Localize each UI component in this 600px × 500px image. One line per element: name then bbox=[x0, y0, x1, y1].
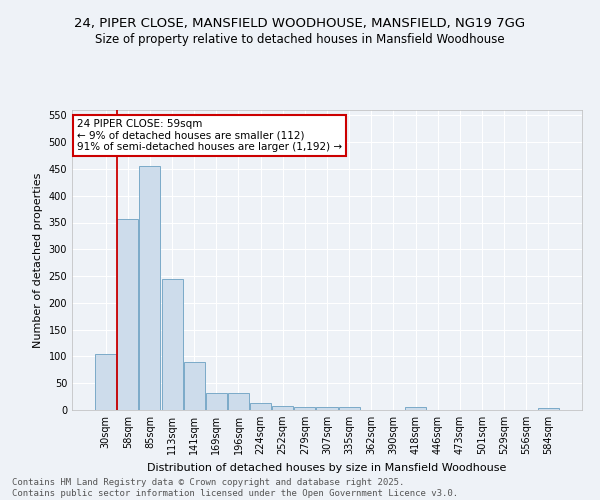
Bar bbox=[95, 354, 116, 410]
Bar bbox=[184, 362, 205, 410]
Bar bbox=[295, 407, 316, 410]
Bar bbox=[250, 403, 271, 410]
Bar bbox=[272, 406, 293, 410]
Y-axis label: Number of detached properties: Number of detached properties bbox=[33, 172, 43, 348]
Text: 24, PIPER CLOSE, MANSFIELD WOODHOUSE, MANSFIELD, NG19 7GG: 24, PIPER CLOSE, MANSFIELD WOODHOUSE, MA… bbox=[74, 18, 526, 30]
Bar bbox=[338, 408, 359, 410]
X-axis label: Distribution of detached houses by size in Mansfield Woodhouse: Distribution of detached houses by size … bbox=[148, 462, 506, 472]
Text: Size of property relative to detached houses in Mansfield Woodhouse: Size of property relative to detached ho… bbox=[95, 32, 505, 46]
Bar bbox=[405, 408, 426, 410]
Bar bbox=[139, 166, 160, 410]
Bar bbox=[161, 279, 182, 410]
Bar bbox=[206, 394, 227, 410]
Bar bbox=[118, 219, 139, 410]
Bar bbox=[538, 408, 559, 410]
Text: 24 PIPER CLOSE: 59sqm
← 9% of detached houses are smaller (112)
91% of semi-deta: 24 PIPER CLOSE: 59sqm ← 9% of detached h… bbox=[77, 119, 342, 152]
Bar bbox=[228, 394, 249, 410]
Text: Contains HM Land Registry data © Crown copyright and database right 2025.
Contai: Contains HM Land Registry data © Crown c… bbox=[12, 478, 458, 498]
Bar bbox=[316, 408, 338, 410]
